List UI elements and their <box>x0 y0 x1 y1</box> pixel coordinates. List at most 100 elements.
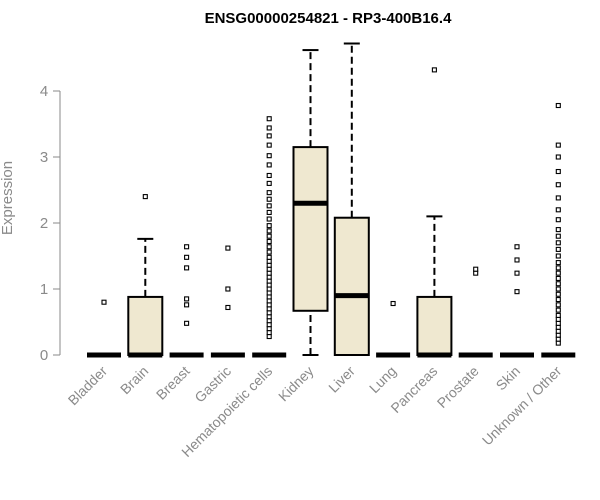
outlier-point <box>555 286 561 292</box>
outlier-point <box>184 244 190 250</box>
outlier-point <box>266 244 272 250</box>
outlier-point <box>266 286 272 292</box>
outlier-point <box>514 257 520 263</box>
outlier-point <box>514 289 520 295</box>
outlier-point <box>514 270 520 276</box>
outlier-point <box>266 278 272 284</box>
outlier-point <box>555 328 561 334</box>
outlier-point <box>225 304 231 311</box>
outlier-point <box>555 233 561 239</box>
outlier-point <box>473 266 479 272</box>
outlier-point <box>555 332 561 338</box>
outlier-point <box>266 270 272 276</box>
outlier-point <box>555 324 561 330</box>
outlier-point <box>266 290 272 296</box>
outlier-point <box>225 245 231 251</box>
outlier-point <box>555 182 561 188</box>
x-tick-label-5: Kidney <box>275 363 317 405</box>
outlier-point <box>266 228 272 234</box>
outlier-point <box>555 307 561 313</box>
outlier-point <box>555 246 561 252</box>
outlier-point <box>266 333 272 340</box>
box-9 <box>458 266 493 358</box>
y-axis-label: Expression <box>0 161 16 235</box>
x-tick-label-9: Prostate <box>434 363 482 411</box>
outlier-point <box>266 262 272 268</box>
outlier-point <box>184 302 190 308</box>
outlier-point <box>555 240 561 246</box>
y-tick-label-4: 4 <box>40 83 48 100</box>
box-1 <box>127 194 164 358</box>
outlier-point <box>266 302 272 308</box>
outlier-point <box>266 314 272 320</box>
x-tick-label-0: Bladder <box>65 363 111 409</box>
outlier-point <box>266 266 272 272</box>
outlier-point <box>555 207 561 213</box>
outlier-point <box>555 217 561 223</box>
outlier-point <box>390 300 396 307</box>
outlier-point <box>555 102 561 109</box>
outlier-point <box>266 294 272 300</box>
x-tick-label-2: Breast <box>153 363 193 403</box>
outlier-point <box>266 133 272 139</box>
outlier-point <box>266 196 272 202</box>
outlier-point <box>266 190 272 196</box>
outlier-point <box>184 254 190 260</box>
outlier-point <box>266 116 272 122</box>
box-8 <box>416 67 453 358</box>
outlier-point <box>266 274 272 280</box>
outlier-point <box>266 203 272 209</box>
box-7 <box>376 300 411 358</box>
box-6 <box>333 42 370 356</box>
outlier-point <box>266 209 272 215</box>
outlier-point <box>266 172 272 179</box>
outlier-point <box>266 249 272 255</box>
box-body <box>416 295 453 357</box>
outlier-point <box>266 142 272 148</box>
outlier-point <box>266 306 272 312</box>
outlier-point <box>266 216 272 222</box>
outlier-point <box>555 227 561 233</box>
outlier-point <box>266 180 272 186</box>
outlier-point <box>514 244 520 250</box>
outlier-point <box>555 260 561 266</box>
box-body <box>292 146 329 312</box>
box-2 <box>169 244 204 358</box>
outlier-point <box>555 142 561 148</box>
outlier-point <box>266 223 272 229</box>
y-tick-label-3: 3 <box>40 149 48 166</box>
box-5 <box>292 49 329 356</box>
outlier-point <box>555 195 561 201</box>
outlier-point <box>184 320 190 326</box>
outlier-point <box>142 194 148 200</box>
x-tick-label-10: Skin <box>493 363 524 394</box>
outlier-point <box>555 291 561 297</box>
outlier-point <box>225 286 231 292</box>
y-tick-label-0: 0 <box>40 347 48 364</box>
box-11 <box>541 102 576 358</box>
outlier-point <box>555 270 561 276</box>
outlier-point <box>555 312 561 318</box>
outlier-point <box>555 336 561 342</box>
outlier-point <box>555 275 561 281</box>
box-10 <box>500 244 534 358</box>
x-tick-label-7: Lung <box>366 363 399 396</box>
box-3 <box>210 245 245 358</box>
outlier-point <box>266 330 272 336</box>
outlier-point <box>266 322 272 328</box>
outlier-point <box>555 302 561 308</box>
box-body <box>333 216 370 356</box>
x-tick-label-6: Liver <box>325 363 358 396</box>
outlier-point <box>266 233 272 239</box>
box-body <box>127 295 164 357</box>
outlier-point <box>555 265 561 271</box>
outlier-point <box>266 254 272 260</box>
outlier-point <box>555 320 561 326</box>
outlier-point <box>473 270 479 276</box>
outlier-point <box>431 67 437 73</box>
outlier-point <box>266 326 272 332</box>
outlier-point <box>266 282 272 288</box>
chart-title: ENSG00000254821 - RP3-400B16.4 <box>205 10 452 27</box>
